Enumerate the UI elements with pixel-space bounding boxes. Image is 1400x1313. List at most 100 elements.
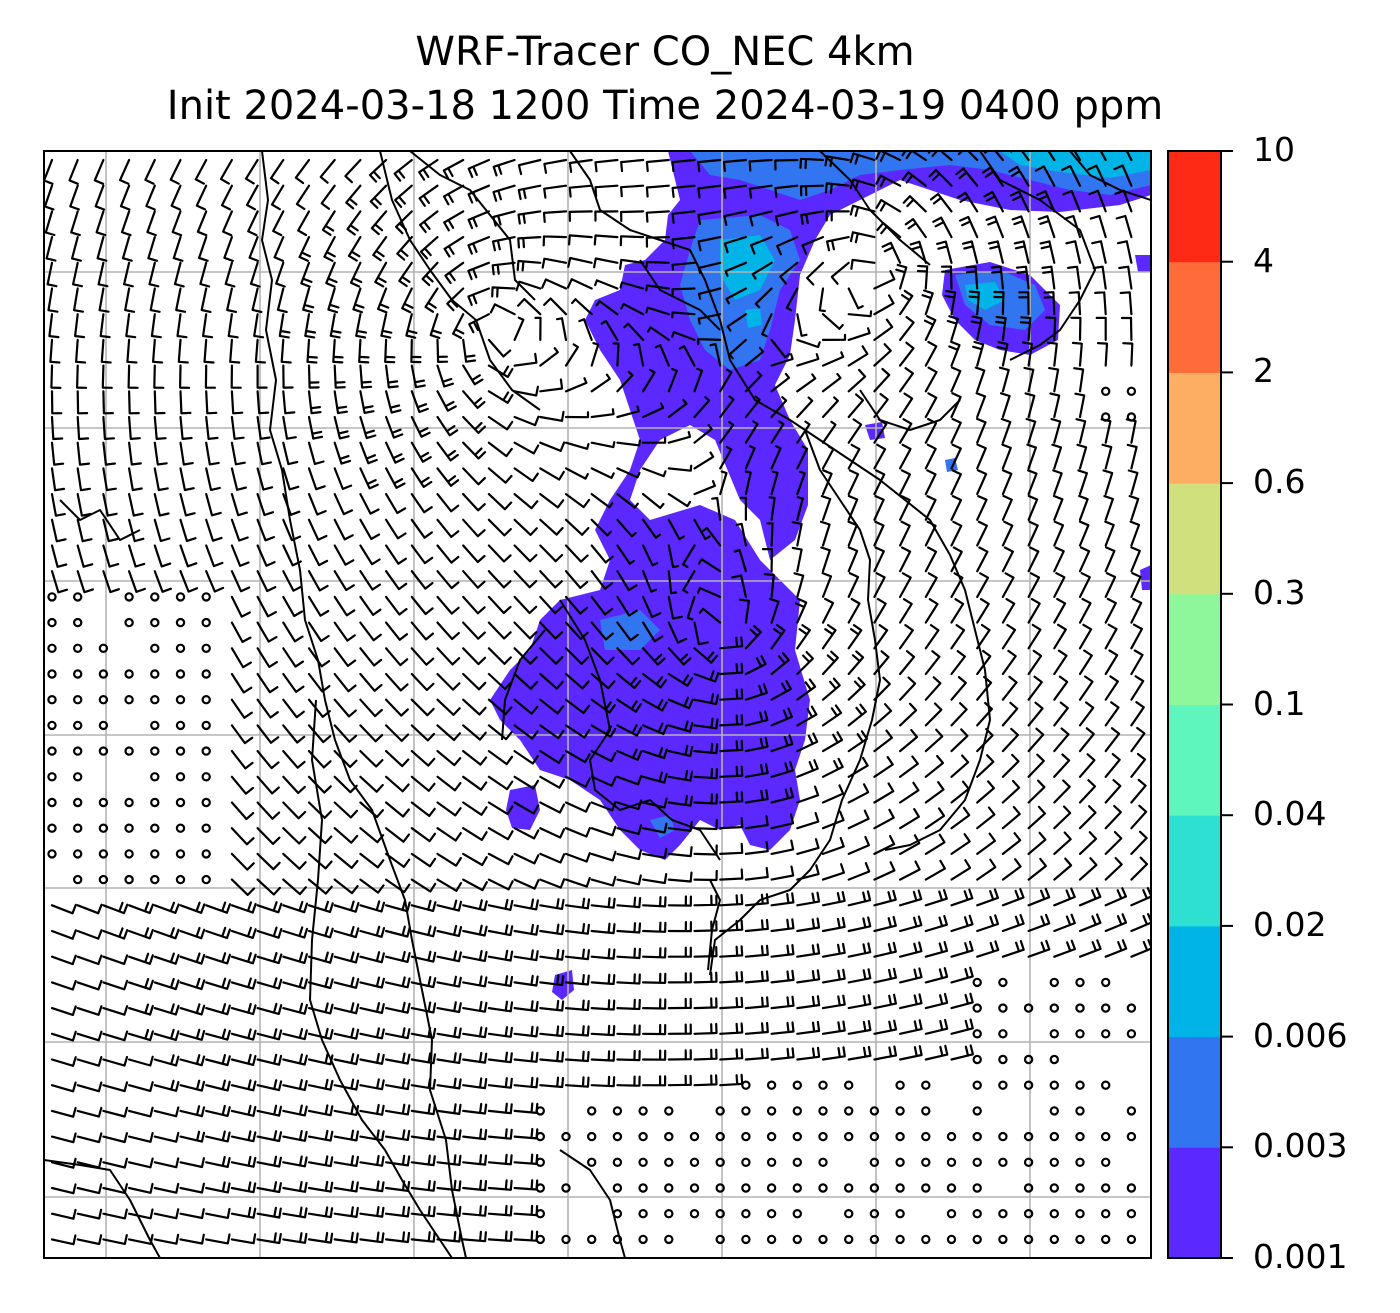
calm-wind-marker bbox=[175, 669, 186, 679]
calm-wind-marker bbox=[201, 823, 211, 833]
calm-wind-marker bbox=[844, 1208, 854, 1219]
wind-barb bbox=[590, 493, 614, 509]
wind-barb bbox=[359, 1180, 385, 1193]
wind-barb bbox=[487, 698, 513, 716]
wind-barb bbox=[923, 315, 937, 341]
wind-barb bbox=[205, 1079, 231, 1092]
wind-barb bbox=[128, 952, 154, 965]
calm-wind-marker bbox=[587, 1234, 597, 1245]
wind-barb bbox=[916, 264, 929, 290]
wind-barb bbox=[204, 364, 216, 389]
calm-wind-marker bbox=[124, 874, 134, 885]
calm-wind-marker bbox=[921, 1157, 931, 1168]
wind-barb bbox=[924, 859, 946, 881]
colorbar-tick-label: 0.3 bbox=[1253, 572, 1306, 612]
wind-barb bbox=[462, 493, 486, 512]
wind-barb bbox=[446, 287, 465, 312]
coastline-path bbox=[559, 1149, 626, 1258]
wind-barb bbox=[462, 672, 487, 691]
wind-barb bbox=[410, 441, 432, 463]
wind-barb bbox=[48, 313, 60, 339]
wind-barb bbox=[513, 852, 540, 865]
wind-barb bbox=[697, 558, 722, 573]
wind-barb bbox=[333, 878, 359, 895]
wind-barb bbox=[744, 346, 765, 367]
calm-wind-marker bbox=[72, 823, 83, 833]
wind-barb bbox=[642, 436, 667, 444]
wind-barb bbox=[1099, 151, 1107, 162]
wind-barb bbox=[282, 467, 300, 491]
wind-barb bbox=[462, 1051, 488, 1064]
calm-wind-marker bbox=[201, 772, 211, 782]
wind-barb bbox=[385, 775, 410, 793]
calm-wind-marker bbox=[844, 1106, 854, 1116]
wind-barb bbox=[385, 900, 411, 913]
calm-wind-marker bbox=[98, 849, 109, 859]
wind-barb bbox=[345, 184, 362, 210]
calm-wind-marker bbox=[895, 1157, 905, 1168]
wind-barb bbox=[1078, 546, 1091, 573]
wind-barb bbox=[847, 730, 868, 753]
wind-barb bbox=[333, 1053, 360, 1066]
wind-barb bbox=[230, 977, 257, 990]
wind-barb bbox=[385, 827, 411, 843]
wind-barb bbox=[333, 951, 360, 964]
wind-barb bbox=[1026, 443, 1037, 470]
wind-barb bbox=[307, 518, 328, 541]
wind-barb bbox=[98, 287, 110, 313]
wind-barb bbox=[102, 493, 118, 517]
wind-barb bbox=[924, 340, 938, 367]
wind-barb bbox=[333, 672, 357, 693]
calm-wind-marker bbox=[1049, 1208, 1060, 1219]
wind-barb bbox=[226, 287, 238, 313]
wind-barb bbox=[1027, 831, 1047, 855]
wind-barb bbox=[642, 493, 665, 509]
wind-barb bbox=[256, 544, 276, 567]
wind-barb bbox=[179, 467, 195, 492]
wind-barb bbox=[1104, 727, 1121, 753]
wind-barb bbox=[904, 218, 927, 239]
wind-barb bbox=[349, 261, 363, 288]
calm-wind-marker bbox=[1075, 1029, 1085, 1039]
wind-barb bbox=[513, 493, 539, 510]
wind-barb bbox=[377, 287, 390, 314]
wind-barb bbox=[616, 922, 642, 934]
wind-barb bbox=[619, 281, 645, 290]
wind-barb bbox=[273, 236, 285, 262]
wind-barb bbox=[616, 493, 639, 509]
wind-barb bbox=[539, 1050, 565, 1063]
wind-barb bbox=[612, 342, 620, 367]
wind-barb bbox=[567, 256, 593, 268]
calm-wind-marker bbox=[818, 1106, 828, 1116]
colorbar-block bbox=[1168, 151, 1221, 263]
calm-wind-marker bbox=[175, 695, 186, 705]
wind-barb bbox=[128, 415, 141, 440]
wind-barb bbox=[1048, 367, 1060, 393]
wind-barb bbox=[564, 647, 590, 665]
colorbar-block bbox=[1168, 593, 1221, 705]
wind-barb bbox=[998, 366, 1010, 393]
wind-barb bbox=[899, 941, 923, 958]
wind-barb bbox=[895, 263, 908, 290]
wind-barb bbox=[359, 518, 381, 540]
wind-barb bbox=[1104, 804, 1122, 830]
wind-barb bbox=[229, 338, 241, 364]
wind-barb bbox=[796, 917, 821, 933]
wind-barb bbox=[128, 1081, 154, 1092]
calm-wind-marker bbox=[72, 874, 83, 885]
wind-barb bbox=[748, 184, 773, 199]
wind-barb bbox=[517, 158, 542, 176]
wind-barb bbox=[642, 544, 659, 567]
wind-barb bbox=[410, 570, 434, 590]
wind-barb bbox=[899, 834, 921, 855]
wind-barb bbox=[76, 467, 91, 492]
calm-wind-marker bbox=[1126, 1106, 1137, 1116]
wind-barb bbox=[564, 724, 591, 739]
calm-wind-marker bbox=[895, 1080, 905, 1090]
wind-barb bbox=[487, 949, 514, 962]
calm-wind-marker bbox=[150, 695, 160, 705]
wind-barb bbox=[380, 313, 393, 339]
wind-barb bbox=[796, 995, 821, 1010]
wind-barb bbox=[282, 1104, 308, 1117]
wind-barb bbox=[179, 1208, 205, 1220]
